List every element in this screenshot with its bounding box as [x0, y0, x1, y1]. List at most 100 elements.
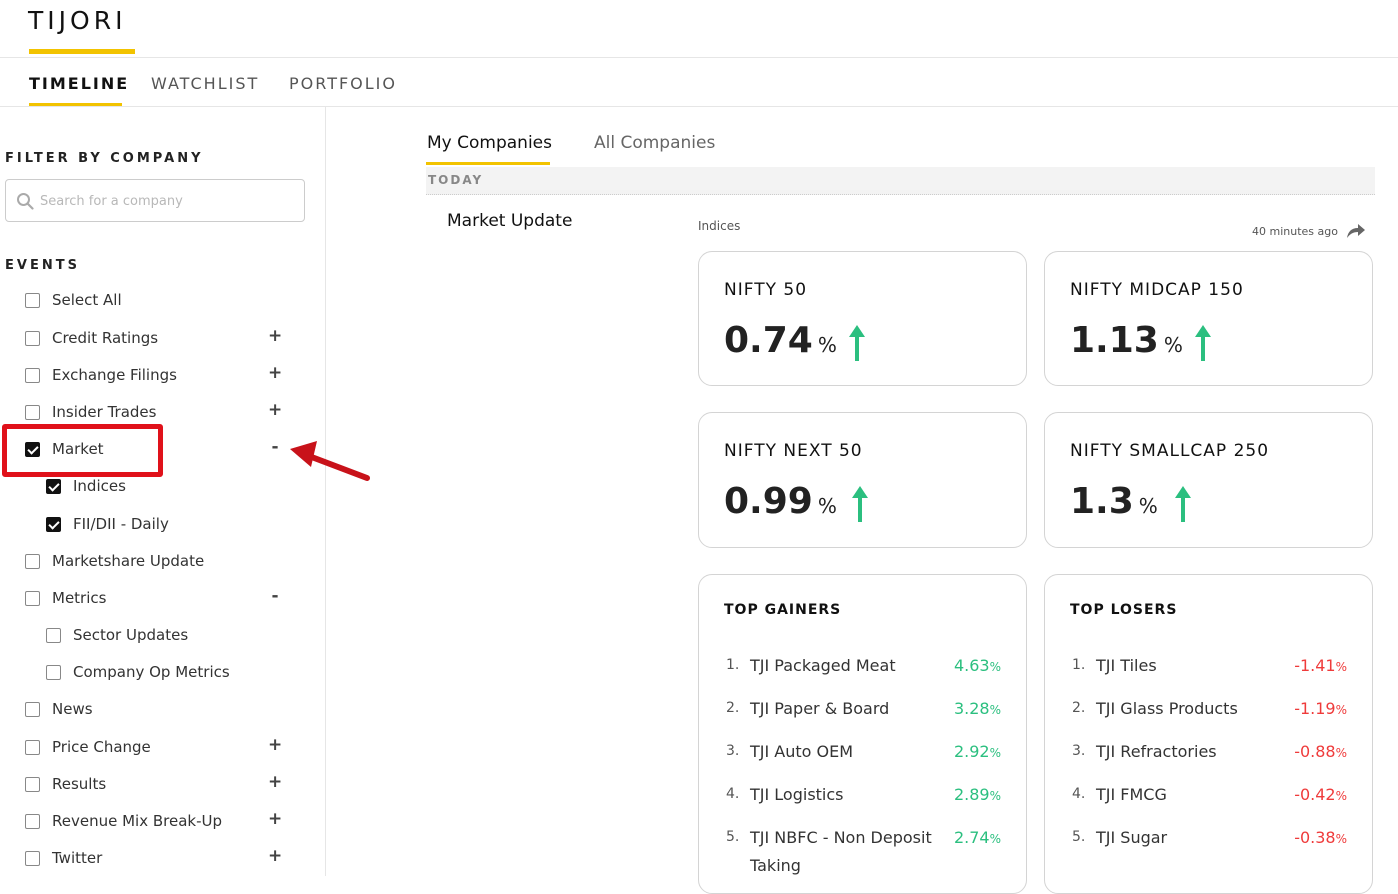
event-filter-item[interactable]: Price Change — [25, 735, 151, 759]
collapse-icon[interactable]: - — [271, 586, 279, 606]
day-label: TODAY — [428, 173, 484, 187]
expand-icon[interactable]: + — [268, 846, 283, 866]
company-name[interactable]: TJI Logistics — [750, 785, 844, 804]
timestamp: 40 minutes ago — [1252, 225, 1338, 238]
percent-unit: % — [989, 832, 1001, 846]
event-filter-item[interactable]: Insider Trades — [25, 400, 156, 424]
nav-timeline[interactable]: TIMELINE — [29, 74, 130, 93]
event-label: News — [52, 700, 93, 718]
expand-icon[interactable]: + — [268, 735, 283, 755]
company-name[interactable]: TJI Paper & Board — [750, 699, 890, 718]
percent-change: 2.89% — [953, 785, 1001, 804]
company-name[interactable]: TJI Tiles — [1096, 656, 1157, 675]
event-label: Indices — [73, 477, 126, 495]
event-filter-item[interactable]: Results — [25, 772, 106, 796]
company-search-input[interactable] — [40, 190, 295, 212]
event-filter-item[interactable]: Marketshare Update — [25, 549, 204, 573]
share-icon[interactable] — [1346, 222, 1366, 240]
event-label: Credit Ratings — [52, 329, 159, 347]
checkbox-unchecked[interactable] — [25, 590, 40, 606]
index-card[interactable]: NIFTY 50 0.74% — [698, 251, 1027, 386]
event-filter-item[interactable]: Revenue Mix Break-Up — [25, 809, 222, 833]
tijori-logo[interactable]: TIJORI — [28, 6, 127, 35]
collapse-icon[interactable]: - — [271, 437, 279, 457]
company-name[interactable]: TJI Auto OEM — [750, 742, 854, 761]
tab-all-companies[interactable]: All Companies — [594, 133, 716, 153]
checkbox-checked[interactable] — [25, 441, 40, 457]
checkbox-checked[interactable] — [46, 516, 61, 532]
event-filter-item[interactable]: Twitter — [25, 846, 102, 870]
rank-number: 4. — [726, 786, 740, 802]
event-filter-item[interactable]: Company Op Metrics — [46, 660, 230, 684]
event-label: Sector Updates — [73, 626, 189, 644]
index-change: 0.74% — [724, 320, 837, 361]
tab-my-companies[interactable]: My Companies — [427, 133, 552, 153]
nav-watchlist[interactable]: WATCHLIST — [151, 74, 260, 93]
company-name[interactable]: TJI NBFC - Non Deposit Taking — [750, 828, 932, 875]
index-name: NIFTY SMALLCAP 250 — [1070, 441, 1270, 461]
section-label: Indices — [698, 219, 741, 233]
checkbox-unchecked[interactable] — [46, 664, 61, 680]
index-card[interactable]: NIFTY SMALLCAP 250 1.3% — [1044, 412, 1373, 548]
checkbox-unchecked[interactable] — [25, 850, 40, 866]
checkbox-checked[interactable] — [46, 478, 61, 494]
checkbox-unchecked[interactable] — [25, 292, 40, 308]
event-filter-item[interactable]: Sector Updates — [46, 623, 188, 647]
percent-change: 2.74% — [953, 828, 1001, 847]
event-filter-item[interactable]: Indices — [46, 474, 126, 498]
event-label: FII/DII - Daily — [73, 515, 169, 533]
event-filter-item[interactable]: Credit Ratings — [25, 326, 158, 350]
company-name[interactable]: TJI Glass Products — [1096, 699, 1238, 718]
checkbox-unchecked[interactable] — [25, 813, 40, 829]
checkbox-unchecked[interactable] — [25, 367, 40, 383]
event-filter-item[interactable]: News — [25, 697, 93, 721]
company-name[interactable]: TJI Sugar — [1096, 828, 1168, 847]
tab-active-indicator — [426, 162, 550, 165]
event-filter-item[interactable]: Exchange Filings — [25, 363, 177, 387]
losers-title: TOP LOSERS — [1070, 602, 1178, 618]
company-name[interactable]: TJI Refractories — [1096, 742, 1217, 761]
expand-icon[interactable]: + — [268, 400, 283, 420]
percent-change: -0.42% — [1294, 785, 1347, 804]
checkbox-unchecked[interactable] — [25, 330, 40, 346]
checkbox-unchecked[interactable] — [25, 553, 40, 569]
percent-unit: % — [1335, 660, 1347, 674]
event-filter-item[interactable]: Metrics — [25, 586, 106, 610]
company-name[interactable]: TJI Packaged Meat — [750, 656, 896, 675]
checkbox-unchecked[interactable] — [46, 627, 61, 643]
expand-icon[interactable]: + — [268, 809, 283, 829]
percent-change: 2.92% — [953, 742, 1001, 761]
expand-icon[interactable]: + — [268, 363, 283, 383]
index-card[interactable]: NIFTY NEXT 50 0.99% — [698, 412, 1027, 548]
rank-number: 2. — [726, 700, 740, 716]
checkbox-unchecked[interactable] — [25, 404, 40, 420]
event-filter-item[interactable]: FII/DII - Daily — [46, 512, 169, 536]
rank-number: 3. — [726, 743, 740, 759]
nav-portfolio[interactable]: PORTFOLIO — [289, 74, 397, 93]
percent-unit: % — [989, 746, 1001, 760]
event-label: Select All — [52, 291, 122, 309]
index-name: NIFTY 50 — [724, 280, 808, 300]
company-name[interactable]: TJI FMCG — [1096, 785, 1167, 804]
event-label: Metrics — [52, 589, 107, 607]
percent-unit: % — [989, 660, 1001, 674]
checkbox-unchecked[interactable] — [25, 776, 40, 792]
expand-icon[interactable]: + — [268, 326, 283, 346]
event-label: Marketshare Update — [52, 552, 205, 570]
checkbox-unchecked[interactable] — [25, 739, 40, 755]
percent-unit: % — [989, 789, 1001, 803]
filter-heading: FILTER BY COMPANY — [5, 151, 204, 166]
event-filter-item[interactable]: Market — [25, 437, 104, 461]
checkbox-unchecked[interactable] — [25, 701, 40, 717]
event-filter-item[interactable]: Select All — [25, 288, 122, 312]
rank-number: 5. — [726, 829, 740, 845]
gainers-title: TOP GAINERS — [724, 602, 842, 618]
index-change: 0.99% — [724, 481, 837, 522]
percent-change: -0.88% — [1294, 742, 1347, 761]
expand-icon[interactable]: + — [268, 772, 283, 792]
event-label: Exchange Filings — [52, 366, 177, 384]
up-arrow-icon — [849, 325, 865, 361]
index-card[interactable]: NIFTY MIDCAP 150 1.13% — [1044, 251, 1373, 386]
event-label: Twitter — [52, 849, 103, 867]
percent-unit: % — [817, 494, 837, 518]
